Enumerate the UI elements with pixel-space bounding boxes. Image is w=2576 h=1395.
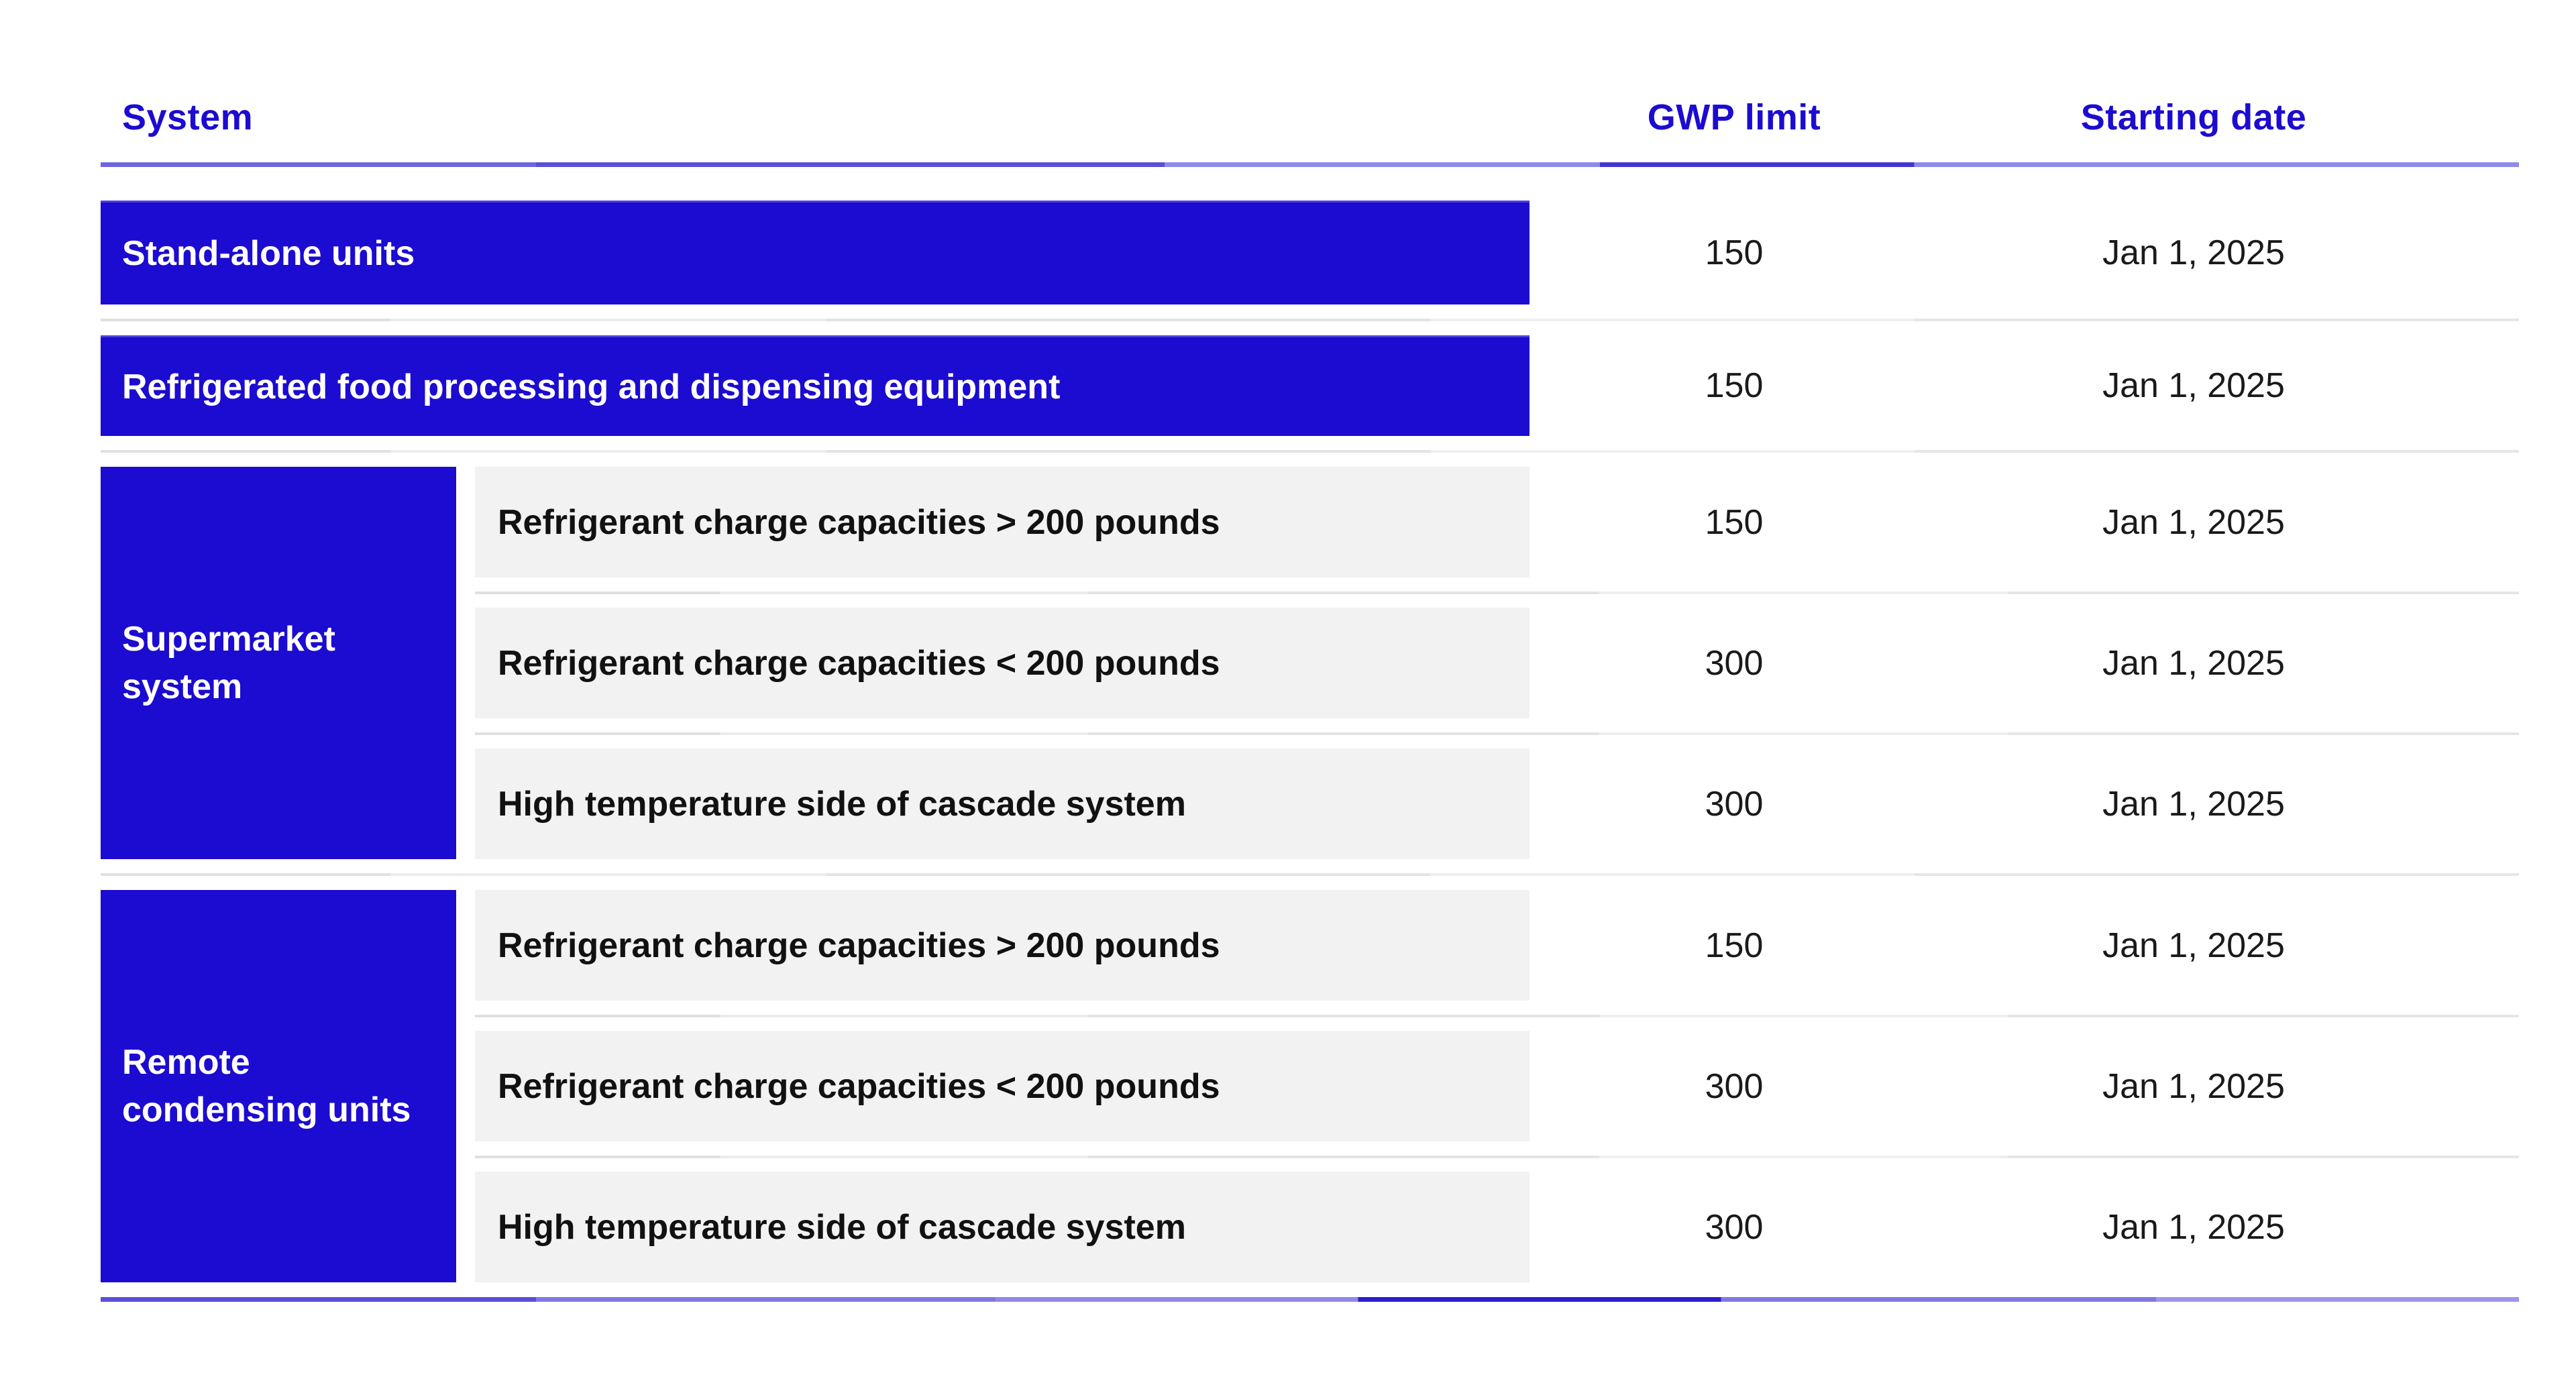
subrow-charge-gt-200: Refrigerant charge capacities > 200 poun… (456, 467, 2519, 577)
separator-line (101, 450, 2519, 453)
separator-line (475, 591, 2519, 594)
subrow-label: High temperature side of cascade system (475, 748, 1529, 859)
subrow-label: Refrigerant charge capacities > 200 poun… (475, 890, 1529, 1001)
starting-date-cell: Jan 1, 2025 (2102, 1207, 2285, 1247)
group-system-cell: Supermarket system (101, 467, 456, 859)
system-cell: Refrigerated food processing and dispens… (101, 335, 1529, 436)
system-cell: Stand-alone units (101, 201, 1529, 304)
subrow-charge-gt-200: Refrigerant charge capacities > 200 poun… (456, 890, 2519, 1001)
gwp-limit-cell: 300 (1705, 1207, 1764, 1247)
gwp-limit-cell: 300 (1705, 643, 1764, 683)
table-row-stand-alone-units: Stand-alone units 150 Jan 1, 2025 (101, 201, 2519, 304)
column-header-starting-date: Starting date (2080, 97, 2307, 137)
subrow-separator (456, 1001, 2519, 1031)
row-separator (101, 859, 2519, 890)
table-header-row: System GWP limit Starting date (101, 80, 2519, 154)
subrow-charge-lt-200: Refrigerant charge capacities < 200 poun… (456, 1031, 2519, 1141)
gwp-limit-cell: 150 (1705, 366, 1764, 405)
column-header-gwp-limit: GWP limit (1647, 97, 1821, 137)
column-header-system: System (122, 97, 254, 137)
starting-date-cell: Jan 1, 2025 (2102, 1066, 2285, 1106)
row-separator (101, 436, 2519, 467)
subrow-separator (456, 577, 2519, 608)
subrow-charge-lt-200: Refrigerant charge capacities < 200 poun… (456, 608, 2519, 718)
separator-line (101, 319, 2519, 321)
header-rule (101, 162, 2519, 167)
gwp-limit-cell: 300 (1705, 784, 1764, 824)
subrow-separator (456, 1141, 2519, 1172)
subrow-cascade-system: High temperature side of cascade system … (456, 1172, 2519, 1282)
starting-date-cell: Jan 1, 2025 (2102, 784, 2285, 824)
gwp-limits-table: System GWP limit Starting date Stand-alo… (101, 80, 2519, 1302)
separator-line (101, 873, 2519, 876)
starting-date-cell: Jan 1, 2025 (2102, 366, 2285, 405)
starting-date-cell: Jan 1, 2025 (2102, 233, 2285, 272)
subrow-label: Refrigerant charge capacities > 200 poun… (475, 467, 1529, 577)
subrow-label: Refrigerant charge capacities < 200 poun… (475, 608, 1529, 718)
subrow-label: Refrigerant charge capacities < 200 poun… (475, 1031, 1529, 1141)
group-subrows: Refrigerant charge capacities > 200 poun… (456, 890, 2519, 1282)
subrow-label: High temperature side of cascade system (475, 1172, 1529, 1282)
subrow-separator (456, 718, 2519, 748)
group-subrows: Refrigerant charge capacities > 200 poun… (456, 467, 2519, 859)
separator-line (475, 732, 2519, 735)
starting-date-cell: Jan 1, 2025 (2102, 502, 2285, 542)
table-row-group-remote-condensing-units: Remote condensing units Refrigerant char… (101, 890, 2519, 1282)
group-system-cell: Remote condensing units (101, 890, 456, 1282)
starting-date-cell: Jan 1, 2025 (2102, 926, 2285, 965)
gwp-limit-cell: 150 (1705, 502, 1764, 542)
gwp-limit-cell: 150 (1705, 233, 1764, 272)
row-separator (101, 304, 2519, 335)
footer-rule (101, 1297, 2519, 1302)
gwp-limit-cell: 300 (1705, 1066, 1764, 1106)
subrow-cascade-system: High temperature side of cascade system … (456, 748, 2519, 859)
gwp-limit-cell: 150 (1705, 926, 1764, 965)
starting-date-cell: Jan 1, 2025 (2102, 643, 2285, 683)
separator-line (475, 1014, 2519, 1017)
separator-line (475, 1155, 2519, 1158)
table-row-refrigerated-food-processing: Refrigerated food processing and dispens… (101, 335, 2519, 436)
table-row-group-supermarket-system: Supermarket system Refrigerant charge ca… (101, 467, 2519, 859)
